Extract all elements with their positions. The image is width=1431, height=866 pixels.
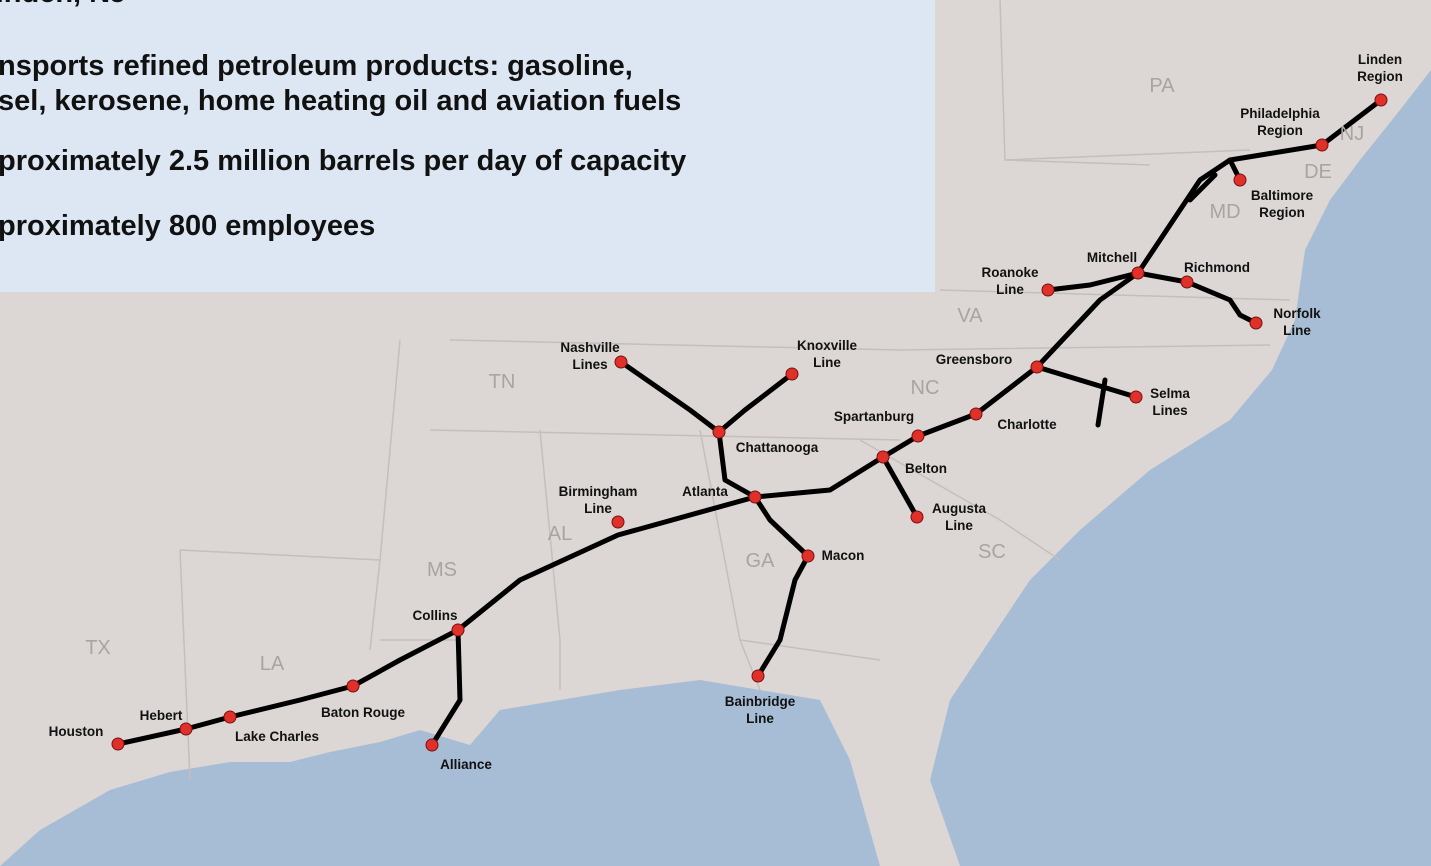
terminal-dot — [1315, 138, 1329, 152]
state-label: VA — [957, 305, 983, 327]
terminal-dot — [1180, 275, 1194, 289]
state-label: MS — [427, 559, 457, 581]
terminal-dot — [614, 355, 628, 369]
info-line: proximately 2.5 million barrels per day … — [0, 145, 686, 177]
place-label: Nashville — [560, 340, 620, 355]
info-line: proximately 800 employees — [0, 210, 375, 242]
terminal-dot — [712, 425, 726, 439]
terminal-dot — [801, 549, 815, 563]
terminal-dot — [223, 710, 237, 724]
terminal-dot — [1249, 316, 1263, 330]
state-label: NJ — [1340, 123, 1364, 145]
place-label: Augusta — [932, 501, 986, 516]
place-label: Knoxville — [797, 338, 858, 353]
place-label: Line — [813, 355, 841, 370]
place-label: Region — [1257, 123, 1303, 138]
place-label: Houston — [49, 724, 104, 739]
place-label: Line — [996, 282, 1024, 297]
place-label: Lake Charles — [235, 729, 319, 744]
info-line: sel, kerosene, home heating oil and avia… — [0, 85, 681, 117]
terminal-dot — [611, 515, 625, 529]
terminal-dot — [111, 737, 125, 751]
place-label: Belton — [905, 461, 947, 476]
state-label: AL — [548, 523, 572, 545]
place-label: Baltimore — [1251, 188, 1314, 203]
state-label: MD — [1209, 201, 1240, 223]
terminal-dot — [451, 623, 465, 637]
state-label: TX — [85, 637, 111, 659]
terminal-dot — [1374, 93, 1388, 107]
terminal-dot — [425, 738, 439, 752]
place-label: Line — [1283, 323, 1311, 338]
place-label: Roanoke — [981, 265, 1039, 280]
place-label: Alliance — [440, 757, 492, 772]
state-label: TN — [489, 371, 516, 393]
place-label: Spartanburg — [834, 409, 914, 424]
terminal-dot — [179, 722, 193, 736]
terminal-dot — [1030, 360, 1044, 374]
place-label: Birmingham — [559, 484, 638, 499]
place-label: Richmond — [1184, 260, 1250, 275]
place-label: Baton Rouge — [321, 705, 405, 720]
place-label: Mitchell — [1087, 250, 1137, 265]
place-label: Lines — [1152, 403, 1187, 418]
place-label: Charlotte — [997, 417, 1057, 432]
terminal-dot — [1129, 390, 1143, 404]
terminal-dot — [910, 510, 924, 524]
place-label: Hebert — [140, 708, 183, 723]
terminal-dot — [751, 669, 765, 683]
terminal-dot — [1041, 283, 1055, 297]
place-label: Chattanooga — [736, 440, 819, 455]
terminal-dot — [1233, 173, 1247, 187]
place-label: Line — [945, 518, 973, 533]
place-label: Line — [584, 501, 612, 516]
terminal-dot — [785, 367, 799, 381]
place-label: Atlanta — [682, 484, 728, 499]
place-label: Line — [746, 711, 774, 726]
place-label: Lines — [572, 357, 607, 372]
terminal-dot — [748, 490, 762, 504]
place-label: Bainbridge — [725, 694, 796, 709]
terminal-dot — [911, 429, 925, 443]
state-label: LA — [260, 653, 285, 675]
info-line: nsports refined petroleum products: gaso… — [0, 50, 633, 82]
terminal-dot — [346, 679, 360, 693]
place-label: Linden — [1358, 52, 1402, 67]
state-label: PA — [1149, 75, 1175, 97]
place-label: Greensboro — [936, 352, 1013, 367]
terminal-dot — [969, 407, 983, 421]
place-label: Collins — [412, 608, 457, 623]
state-label: NC — [911, 377, 940, 399]
state-label: GA — [746, 550, 776, 572]
place-label: Region — [1357, 69, 1403, 84]
terminal-dot — [1131, 266, 1145, 280]
place-label: Selma — [1150, 386, 1190, 401]
state-label: SC — [978, 541, 1006, 563]
state-label: DE — [1304, 161, 1332, 183]
place-label: Philadelphia — [1240, 106, 1320, 121]
terminal-dot — [876, 450, 890, 464]
place-label: Norfolk — [1273, 306, 1321, 321]
place-label: Region — [1259, 205, 1305, 220]
info-box — [0, 0, 935, 292]
state-borders — [179, 0, 1291, 781]
place-label: Macon — [822, 548, 865, 563]
info-line: Linden, NJ — [0, 0, 126, 9]
